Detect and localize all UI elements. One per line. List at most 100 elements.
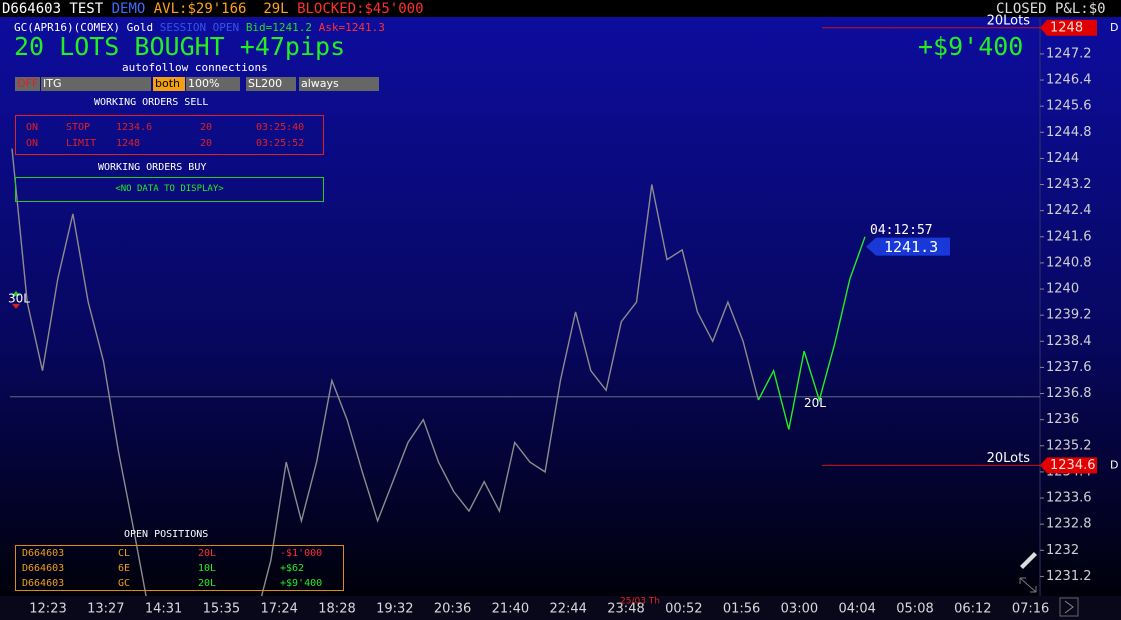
ask: Ask=1241.3 xyxy=(318,21,385,34)
y-tick-label: 1247.2 xyxy=(1046,46,1092,61)
fill-marker-down xyxy=(12,303,20,309)
autofollow-field: both xyxy=(153,77,185,91)
closed-pnl: CLOSED P&L:$0 xyxy=(996,1,1106,17)
autofollow-title: autofollow connections xyxy=(122,61,268,74)
buy-orders-table: <NO DATA TO DISPLAY> xyxy=(15,177,324,202)
sell-order-cell: 20 xyxy=(200,138,213,149)
y-tick-label: 1244.8 xyxy=(1046,125,1092,140)
instrument: GC(APR16)(COMEX) Gold xyxy=(14,21,154,34)
y-tick-label: 1233.6 xyxy=(1046,491,1092,506)
last-price: 1241.3 xyxy=(884,238,938,256)
position-cell: 20L xyxy=(198,578,217,589)
position-cell: -$1'000 xyxy=(280,548,323,559)
order-tag xyxy=(1040,19,1097,36)
order-price: 1234.6 xyxy=(1050,458,1096,473)
pnl: +$9'400 xyxy=(918,32,1024,61)
y-tick-label: 1241.6 xyxy=(1046,229,1092,244)
y-tick-label: 1240.8 xyxy=(1046,255,1092,270)
x-tick-label: 01:56 xyxy=(723,602,760,617)
x-tick-label: 06:12 xyxy=(954,602,991,617)
expand-icon[interactable] xyxy=(1019,577,1037,593)
autofollow-field: SL200 xyxy=(246,77,296,91)
sell-order-cell: ON xyxy=(26,138,39,149)
position-cell: GC xyxy=(118,578,131,589)
order-tag xyxy=(1040,457,1097,474)
x-tick-label: 07:16 xyxy=(1012,602,1049,617)
x-axis-bar xyxy=(0,596,1121,620)
mode: DEMO xyxy=(111,1,146,17)
order-flag: D xyxy=(1110,21,1118,34)
position-cell: CL xyxy=(118,548,131,559)
status: 20 LOTS BOUGHT +47pips xyxy=(14,32,346,61)
autofollow-field: always xyxy=(299,77,379,91)
sell-order-cell: LIMIT xyxy=(66,138,97,149)
position-cell: 10L xyxy=(198,563,217,574)
positions-title: OPEN POSITIONS xyxy=(124,529,209,540)
x-tick-label: 18:28 xyxy=(318,602,355,617)
y-tick-label: 1245.6 xyxy=(1046,99,1092,114)
scroll-arrow-icon xyxy=(1064,600,1074,614)
y-tick-label: 1239.2 xyxy=(1046,308,1092,323)
x-tick-label: 14:31 xyxy=(145,602,182,617)
order-label: 20Lots xyxy=(987,451,1031,466)
x-tick-label: 20:36 xyxy=(434,602,471,617)
x-tick-label: 23:48 xyxy=(607,602,644,617)
x-tick-label: 03:00 xyxy=(781,602,818,617)
position-cell: D664603 xyxy=(22,548,65,559)
top-bar: D664603 TEST DEMO AVL:$29'166 29L BLOCKE… xyxy=(2,2,424,16)
autofollow-field: ITG xyxy=(41,77,151,91)
no-data: <NO DATA TO DISPLAY> xyxy=(115,184,224,194)
y-tick-label: 1243.2 xyxy=(1046,177,1092,192)
y-tick-label: 1246.4 xyxy=(1046,73,1092,88)
price-line xyxy=(11,148,760,596)
fill-marker-up xyxy=(12,290,20,296)
pencil-icon[interactable] xyxy=(1020,552,1037,569)
session: SESSION OPEN xyxy=(159,21,240,34)
date-marker: 25/03 Th xyxy=(620,597,660,607)
position-cell: 6E xyxy=(118,563,131,574)
order-price: 1248 xyxy=(1050,20,1083,35)
position-cell: +$9'400 xyxy=(280,578,323,589)
order-flag: D xyxy=(1110,458,1118,471)
x-tick-label: 17:24 xyxy=(260,602,297,617)
y-tick-label: 1242.4 xyxy=(1046,203,1092,218)
y-tick-label: 1231.2 xyxy=(1046,569,1092,584)
position-cell: D664603 xyxy=(22,563,65,574)
account: D664603 TEST xyxy=(2,1,104,17)
fill-label: 30L xyxy=(8,291,30,305)
y-tick-label: 1238.4 xyxy=(1046,334,1092,349)
position-cell: 20L xyxy=(198,548,217,559)
y-tick-label: 1232 xyxy=(1046,543,1079,558)
bid: Bid=1241.2 xyxy=(245,21,313,34)
x-tick-label: 00:52 xyxy=(665,602,702,617)
y-tick-label: 1240 xyxy=(1046,282,1079,297)
y-tick-label: 1235.2 xyxy=(1046,438,1092,453)
y-tick-label: 1236.8 xyxy=(1046,386,1092,401)
position-cell: +$62 xyxy=(280,563,305,574)
sell-order-cell: 1248 xyxy=(116,138,141,149)
sell-order-cell: STOP xyxy=(66,122,91,133)
x-tick-label: 15:35 xyxy=(203,602,240,617)
sell-order-cell: 20 xyxy=(200,122,213,133)
sell-title: WORKING ORDERS SELL xyxy=(94,97,209,108)
sell-order-cell: 03:25:52 xyxy=(256,138,305,149)
autofollow-field: OFF xyxy=(15,77,40,91)
sell-order-cell: ON xyxy=(26,122,39,133)
x-tick-label: 13:27 xyxy=(87,602,124,617)
buy-title: WORKING ORDERS BUY xyxy=(98,162,207,173)
y-tick-label: 1237.6 xyxy=(1046,360,1092,375)
last-price-tag xyxy=(866,237,950,256)
order-label: 20Lots xyxy=(987,13,1031,28)
y-tick-label: 1236 xyxy=(1046,412,1079,427)
sell-order-cell: 03:25:40 xyxy=(256,122,305,133)
x-tick-label: 22:44 xyxy=(549,602,586,617)
lots: 29L xyxy=(263,1,289,17)
available: AVL:$29'166 xyxy=(153,1,247,17)
x-tick-label: 05:08 xyxy=(896,602,933,617)
scroll-button[interactable] xyxy=(1059,597,1079,617)
x-tick-label: 21:40 xyxy=(492,602,529,617)
autofollow-field: 100% xyxy=(186,77,240,91)
y-tick-label: 1232.8 xyxy=(1046,517,1092,532)
